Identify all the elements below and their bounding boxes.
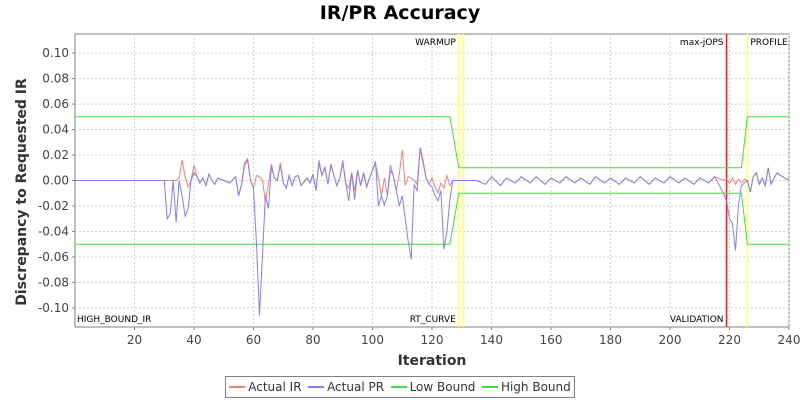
series-line-actual-pr: [75, 148, 789, 316]
grid-layer: [75, 34, 790, 327]
y-tick-label: 0.04: [42, 123, 69, 137]
y-tick-label: 0.06: [42, 97, 69, 111]
marker-bottom-label: VALIDATION: [670, 315, 724, 325]
y-tick-label: 0.10: [42, 46, 69, 60]
legend-swatch-actual-ir: [229, 386, 246, 388]
chart-title: IR/PR Accuracy: [319, 2, 481, 24]
x-tick-label: 40: [186, 333, 201, 347]
y-tick-label: -0.06: [38, 250, 69, 264]
corner-label-high-bound-ir: HIGH_BOUND_IR: [77, 315, 151, 325]
x-tick-label: 220: [718, 333, 741, 347]
legend-item-high-bound: High Bound: [481, 380, 571, 394]
legend-swatch-low-bound: [390, 386, 407, 388]
series-layer: [75, 116, 789, 316]
y-tick-label: -0.04: [38, 224, 69, 238]
marker-top-label: max-jOPS: [680, 38, 724, 48]
series-line-low-bound: [75, 192, 789, 245]
x-tick-label: 200: [659, 333, 682, 347]
y-tick-label: 0.00: [42, 174, 69, 188]
series-line-high-bound: [75, 116, 789, 169]
x-axis-label: Iteration: [398, 353, 467, 369]
marker-top-label: PROFILE: [750, 38, 788, 48]
y-tick-label: -0.02: [38, 199, 69, 213]
legend: Actual IR Actual PR Low Bound High Bound: [225, 376, 575, 398]
legend-label-low-bound: Low Bound: [409, 380, 476, 394]
legend-item-actual-pr: Actual PR: [308, 380, 384, 394]
tick-layer: 20 40 60 80 100 120 140 160 180 200 220 240 -0.10 -0.…: [38, 46, 800, 347]
x-tick-label: 120: [421, 333, 444, 347]
y-tick-label: 0.02: [42, 148, 69, 162]
x-tick-label: 180: [599, 333, 622, 347]
legend-label-high-bound: High Bound: [500, 380, 571, 394]
x-tick-label: 140: [480, 333, 503, 347]
y-tick-label: -0.08: [38, 275, 69, 289]
x-tick-label: 240: [778, 333, 800, 347]
x-tick-label: 80: [305, 333, 320, 347]
marker-top-label: WARMUP: [415, 38, 456, 48]
legend-label-actual-pr: Actual PR: [327, 380, 385, 394]
x-tick-label: 60: [246, 333, 261, 347]
marker-bottom-label: RT_CURVE: [410, 315, 456, 325]
x-tick-label: 160: [540, 333, 563, 347]
y-tick-label: 0.08: [42, 72, 69, 86]
legend-item-low-bound: Low Bound: [390, 380, 476, 394]
legend-swatch-actual-pr: [308, 386, 325, 388]
legend-label-actual-ir: Actual IR: [248, 380, 302, 394]
legend-item-actual-ir: Actual IR: [229, 380, 302, 394]
x-tick-label: 100: [361, 333, 384, 347]
y-axis-label: Discrepancy to Requested IR: [14, 78, 30, 306]
y-tick-label: -0.10: [38, 301, 69, 315]
legend-swatch-high-bound: [481, 386, 498, 388]
x-tick-label: 20: [127, 333, 142, 347]
